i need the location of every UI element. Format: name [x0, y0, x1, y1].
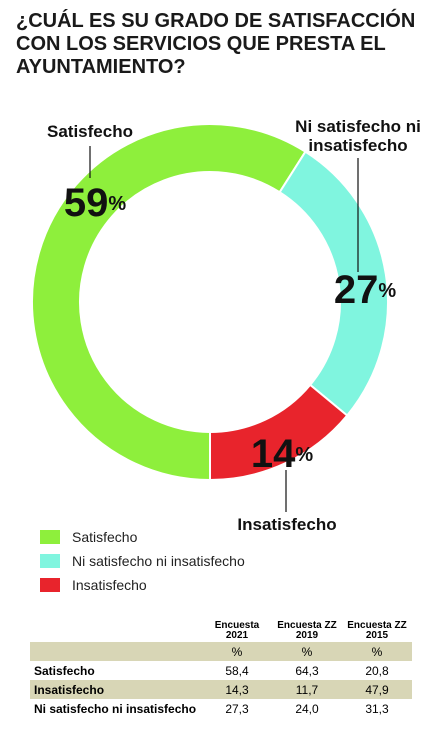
- table-row: Insatisfecho 14,3 11,7 47,9: [30, 680, 412, 699]
- chart: 59%27%14%: [31, 123, 397, 512]
- legend-label: Satisfecho: [72, 529, 138, 545]
- table-row-label: Ni satisfecho ni insatisfecho: [34, 701, 197, 716]
- table-unit-cell: %: [272, 642, 342, 661]
- table-cell: 58,4: [225, 663, 249, 678]
- value-unit: %: [378, 280, 396, 302]
- legend-swatch: [40, 554, 60, 568]
- table-row-label: Insatisfecho: [30, 680, 202, 699]
- table-header-cell: Encuesta ZZ 2019: [277, 620, 337, 641]
- value-label: 14%: [251, 432, 314, 476]
- value-label: 59%: [64, 181, 127, 225]
- table-unit-cell: %: [202, 642, 272, 661]
- value-number: 27: [334, 268, 379, 312]
- slice: [209, 383, 349, 482]
- legend-label: Insatisfecho: [72, 577, 147, 593]
- legend-item: Ni satisfecho ni insatisfecho: [40, 552, 245, 570]
- data-table: Encuesta 2021 Encuesta ZZ 2019 Encuesta ZZ…: [30, 620, 412, 718]
- value-label: 27%: [334, 268, 397, 312]
- slice: [31, 123, 307, 482]
- value-unit: %: [108, 193, 126, 215]
- callout-label: Ni satisfecho ni insatisfecho: [295, 117, 421, 155]
- legend-label: Ni satisfecho ni insatisfecho: [72, 553, 245, 569]
- value-number: 59: [64, 181, 109, 225]
- table-header-cell: Encuesta 2021: [214, 620, 260, 641]
- table-cell: 20,8: [365, 663, 389, 678]
- table-row: Satisfecho 58,4 64,3 20,8: [30, 661, 412, 680]
- table-row: Ni satisfecho ni insatisfecho 27,3 24,0 31,…: [30, 699, 412, 718]
- table-header-cell: [30, 620, 202, 642]
- table-cell: 47,9: [342, 680, 412, 699]
- table-cell: 31,3: [365, 701, 389, 716]
- legend-swatch: [40, 578, 60, 592]
- table-cell: 11,7: [272, 680, 342, 699]
- callout-label: Satisfecho: [47, 122, 133, 141]
- table-row-label: Satisfecho: [34, 663, 95, 678]
- value-unit: %: [295, 444, 313, 466]
- chart-title: ¿CUÁL ES SU GRADO DE SATISFACCIÓN CON LO…: [16, 10, 416, 78]
- table-header-cell: Encuesta ZZ 2015: [347, 620, 407, 641]
- table-cell: 24,0: [295, 701, 319, 716]
- callout-label: Insatisfecho: [237, 515, 337, 534]
- legend-item: Satisfecho: [40, 528, 137, 546]
- legend-swatch: [40, 530, 60, 544]
- table-unit-row: %%%: [30, 642, 412, 661]
- table-unit-cell: %: [342, 642, 412, 661]
- table-cell: 27,3: [225, 701, 249, 716]
- table-cell: [30, 642, 202, 661]
- value-number: 14: [251, 432, 296, 476]
- legend-item: Insatisfecho: [40, 576, 147, 594]
- table-cell: 14,3: [202, 680, 272, 699]
- table-header-row: Encuesta 2021 Encuesta ZZ 2019 Encuesta ZZ…: [30, 620, 412, 642]
- table-cell: 64,3: [295, 663, 319, 678]
